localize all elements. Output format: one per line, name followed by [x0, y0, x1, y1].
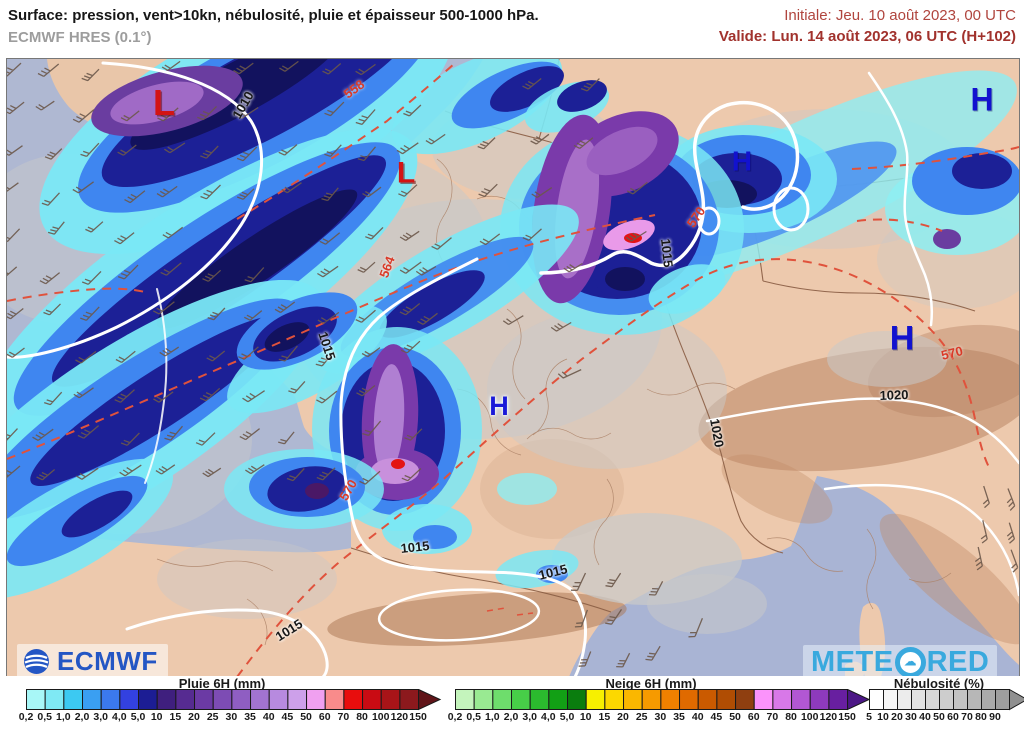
legend-tick: 30	[225, 711, 238, 723]
legend-tick: 10	[150, 711, 163, 723]
legend-tick: 50	[300, 711, 312, 723]
legend-tick: 35	[673, 711, 685, 723]
legend-tick: 100	[371, 711, 390, 723]
meteored-logo-text-left: METE	[811, 645, 894, 678]
legend-tick: 60	[747, 711, 760, 723]
terrain-relief	[327, 324, 1019, 647]
legend-tick: 10	[877, 711, 889, 723]
weather-map: L L H H H H 1010 1015 1015 1015 1015 1015 1020 1020 55…	[6, 58, 1020, 678]
model-name: ECMWF HRES (0.1°)	[8, 29, 152, 46]
meteored-cloud-icon: ☁	[894, 646, 926, 677]
legend-tick: 25	[635, 711, 648, 723]
legend-tick: 60	[318, 711, 331, 723]
legend-tick: 1,0	[56, 711, 71, 723]
legend-tick: 0,2	[18, 711, 34, 723]
valid-time: Valide: Lun. 14 août 2023, 06 UTC (H+102…	[718, 28, 1016, 45]
legend-tick: 25	[206, 711, 219, 723]
legend-tick: 3,0	[93, 711, 108, 723]
meteored-logo: METE ☁ RED	[803, 645, 998, 678]
legend-tick: 50	[729, 711, 741, 723]
legend-tick: 120	[390, 711, 409, 723]
legend-tick: 10	[579, 711, 592, 723]
legend-tick: 5,0	[130, 711, 146, 723]
legend-tick: 4,0	[112, 711, 127, 723]
legend-tick: 1,0	[485, 711, 500, 723]
map-graphic	[7, 59, 1019, 677]
meteored-logo-text-right: RED	[926, 645, 990, 678]
legend-colorbar	[26, 689, 442, 711]
legend-tick: 120	[819, 711, 838, 723]
legend-tick: 4,0	[541, 711, 556, 723]
legend-tick: 45	[281, 711, 294, 723]
legend-tick: 100	[800, 711, 819, 723]
legend-tick: 60	[947, 711, 959, 723]
legend-tick: 20	[891, 711, 903, 723]
header: Surface: pression, vent>10kn, nébulosité…	[0, 0, 1024, 58]
legend-tick: 0,2	[447, 711, 463, 723]
legend-tick: 50	[933, 711, 945, 723]
legend-tick: 5,0	[559, 711, 575, 723]
wind-barbs	[7, 60, 1019, 668]
legend-tick: 15	[169, 711, 182, 723]
legend-tick: 80	[975, 711, 987, 723]
legend-tick: 30	[905, 711, 917, 723]
legend-colorbar	[455, 689, 871, 711]
legend-ticks: 0,2 0,5 1,0 2,0 3,0 4,0 5,0 10 15 20 25 30 35 40 45 50 6…	[19, 711, 427, 725]
legend-tick: 70	[337, 711, 350, 723]
legend-tick: 2,0	[503, 711, 519, 723]
page-title: Surface: pression, vent>10kn, nébulosité…	[8, 7, 539, 24]
legend-tick: 40	[262, 711, 275, 723]
legend-tick: 80	[785, 711, 797, 723]
legend-tick: 150	[409, 711, 427, 723]
legend-tick: 150	[838, 711, 856, 723]
ecmwf-logo: ECMWF	[17, 644, 168, 677]
legend-tick: 70	[961, 711, 973, 723]
legend-tick: 80	[356, 711, 368, 723]
legend-tick: 40	[691, 711, 704, 723]
thickness-contours	[7, 62, 1019, 677]
legend-tick: 90	[989, 711, 1001, 723]
legend-tick: 70	[766, 711, 779, 723]
legend-colorbar	[869, 689, 1024, 711]
isobars	[7, 61, 1019, 677]
legend-title: Neige 6H (mm)	[605, 676, 697, 691]
legend-tick: 15	[598, 711, 611, 723]
legend-tick: 45	[710, 711, 723, 723]
legend-title: Pluie 6H (mm)	[178, 676, 266, 691]
legend-tick: 30	[654, 711, 667, 723]
initial-time: Initiale: Jeu. 10 août 2023, 00 UTC	[784, 7, 1016, 24]
legend-ticks: 0,2 0,5 1,0 2,0 3,0 4,0 5,0 10 15 20 25 30 35 40 45 50 6…	[448, 711, 856, 725]
legend-tick: 40	[919, 711, 931, 723]
ecmwf-emblem-icon	[24, 648, 49, 674]
legend-tick: 20	[617, 711, 629, 723]
legend-tick: 3,0	[522, 711, 537, 723]
legend-tick: 20	[188, 711, 200, 723]
legend-tick: 35	[244, 711, 256, 723]
ecmwf-logo-text: ECMWF	[57, 645, 158, 676]
legend-tick: 2,0	[74, 711, 90, 723]
precipitation	[7, 59, 1019, 600]
legend-tick: 5	[866, 711, 872, 723]
legend-tick: 0,5	[37, 711, 52, 723]
legend-footer: Pluie 6H (mm) 0,2 0,5 1,0 2,0 3,0 4,0 5,0 10 15 20…	[0, 676, 1024, 736]
legend-title: Nébulosité (%)	[893, 676, 985, 691]
legend-tick: 0,5	[466, 711, 481, 723]
legend-ticks: 5 10 20 30 40 50 60 70 80 90	[866, 711, 1009, 725]
